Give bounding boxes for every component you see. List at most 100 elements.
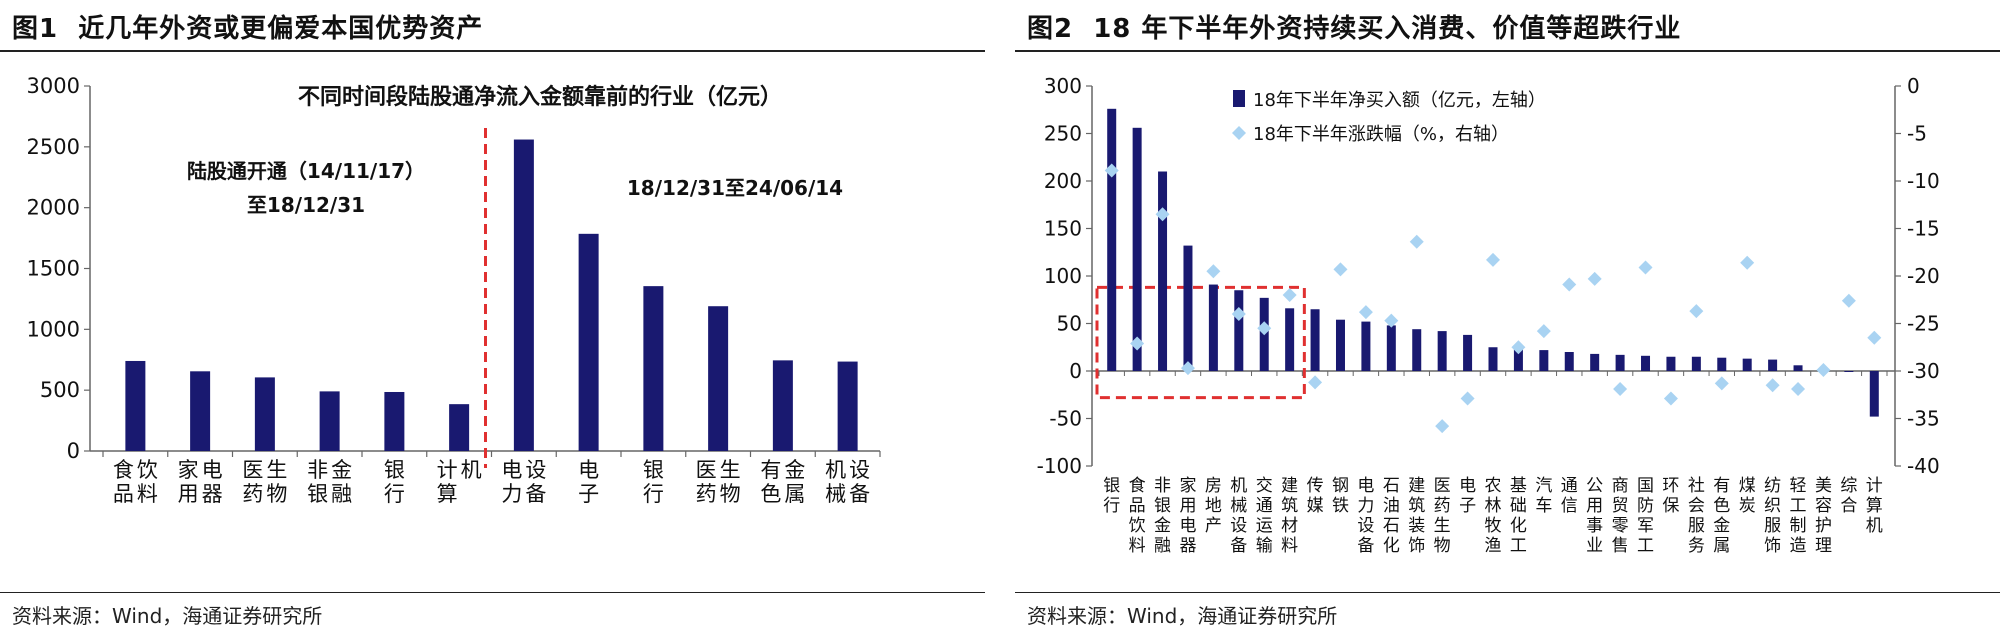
x-tick-char: 环	[1662, 476, 1679, 496]
x-tick-char: 银	[384, 458, 405, 482]
figure-2-top-rule	[1015, 50, 2000, 52]
x-tick-char: 车	[1535, 496, 1552, 516]
x-tick-char: 工	[1637, 536, 1654, 556]
y-left-tick-label: 200	[1044, 169, 1082, 193]
x-tick-char: 制	[1790, 516, 1807, 536]
x-tick-char: 服	[1688, 516, 1705, 536]
bar	[1183, 245, 1193, 371]
x-tick-char: 融	[331, 482, 352, 506]
x-tick-char: 非	[307, 458, 328, 482]
x-tick-char: 子	[578, 482, 599, 506]
scatter-point	[1663, 391, 1678, 406]
x-tick-char: 机	[461, 458, 482, 482]
scatter-point	[1333, 262, 1348, 277]
scatter-point	[1613, 382, 1628, 397]
bar	[449, 404, 470, 451]
x-tick-label: 电子	[1459, 476, 1476, 516]
x-tick-char: 商	[1612, 476, 1629, 496]
x-tick-char: 机	[1866, 516, 1883, 536]
y-tick-label: 2500	[27, 135, 80, 159]
scatter-point	[1257, 321, 1272, 336]
figure-2-panel: 图2 18 年下半年外资持续买入消费、价值等超跌行业 -100 -50 0 50 100…	[1015, 0, 2000, 636]
x-tick-char: 建	[1281, 476, 1298, 496]
scatter-point	[1791, 382, 1806, 397]
scatter-point	[1130, 336, 1145, 351]
x-tick-char: 国	[1637, 476, 1654, 496]
chart-2: -100-50050100150200250300-40-35-30-25-20…	[1037, 74, 1940, 556]
x-tick-label: 计算机	[1866, 476, 1883, 536]
x-tick-char: 计	[1866, 476, 1883, 496]
x-tick-char: 运	[1256, 516, 1273, 536]
scatter-point	[1358, 305, 1373, 320]
y-left-tick-label: 0	[1069, 359, 1082, 383]
scatter-point	[1536, 324, 1551, 339]
x-tick-char: 媒	[1307, 496, 1324, 516]
bar	[1463, 334, 1473, 371]
x-tick-label: 通信	[1561, 476, 1578, 516]
x-tick-char: 铁	[1332, 496, 1349, 516]
x-tick-char: 化	[1383, 536, 1400, 556]
x-tick-char: 汽	[1535, 476, 1552, 496]
y-left-tick-label: -100	[1037, 454, 1082, 478]
x-tick-char: 用	[1179, 496, 1196, 516]
scatter-point	[1486, 252, 1500, 267]
y-left-tick-label: 300	[1044, 74, 1082, 98]
x-tick-char: 物	[1434, 536, 1451, 556]
y-right-tick-label: -20	[1907, 264, 1940, 288]
x-tick-label: 银行	[1103, 476, 1120, 516]
x-tick-char: 金	[1154, 516, 1171, 536]
y-right-tick-label: -40	[1907, 454, 1940, 478]
bar	[1488, 347, 1498, 371]
scatter-point	[1816, 363, 1831, 378]
x-tick-char: 融	[1154, 536, 1171, 556]
bar	[1564, 352, 1574, 371]
x-tick-char: 料	[137, 482, 158, 506]
annotation-period-1-line2: 至18/12/31	[247, 193, 365, 217]
x-tick-char: 械	[825, 482, 846, 506]
bar	[1107, 108, 1117, 372]
bar	[1666, 356, 1676, 371]
x-tick-char: 医	[1434, 476, 1451, 496]
scatter-point	[1180, 361, 1195, 376]
annotation-period-1: 陆股通开通（14/11/17）	[187, 159, 425, 183]
x-tick-char: 有	[1713, 476, 1730, 496]
x-tick-char: 行	[1103, 496, 1120, 516]
bar	[1310, 309, 1320, 371]
y-tick-label: 0	[67, 439, 80, 463]
scatter-point	[1435, 419, 1450, 434]
x-tick-char: 综	[1840, 476, 1857, 496]
x-tick-char: 银	[1154, 496, 1171, 516]
bar	[1742, 358, 1752, 371]
x-tick-char: 金	[1713, 516, 1730, 536]
x-tick-char: 用	[1586, 496, 1603, 516]
x-tick-char: 金	[784, 458, 805, 482]
x-tick-char: 基	[1510, 476, 1527, 496]
x-tick-char: 电	[202, 458, 223, 482]
x-tick-label: 银行	[643, 458, 664, 506]
x-tick-char: 交	[1256, 476, 1273, 496]
x-tick-char: 公	[1586, 476, 1603, 496]
y-right-tick-label: -15	[1907, 217, 1940, 241]
figure-2-label: 图2	[1027, 14, 1074, 44]
legend-bar-label: 18年下半年净买入额（亿元，左轴）	[1253, 90, 1546, 111]
bar	[1208, 284, 1218, 371]
scatter-point	[1384, 313, 1399, 328]
x-tick-label: 汽车	[1535, 476, 1552, 516]
scatter-point	[1460, 391, 1475, 406]
y-tick-label: 2000	[27, 196, 80, 220]
x-tick-char: 石	[1383, 516, 1400, 536]
x-tick-char: 色	[760, 482, 781, 506]
x-tick-char: 器	[202, 482, 223, 506]
